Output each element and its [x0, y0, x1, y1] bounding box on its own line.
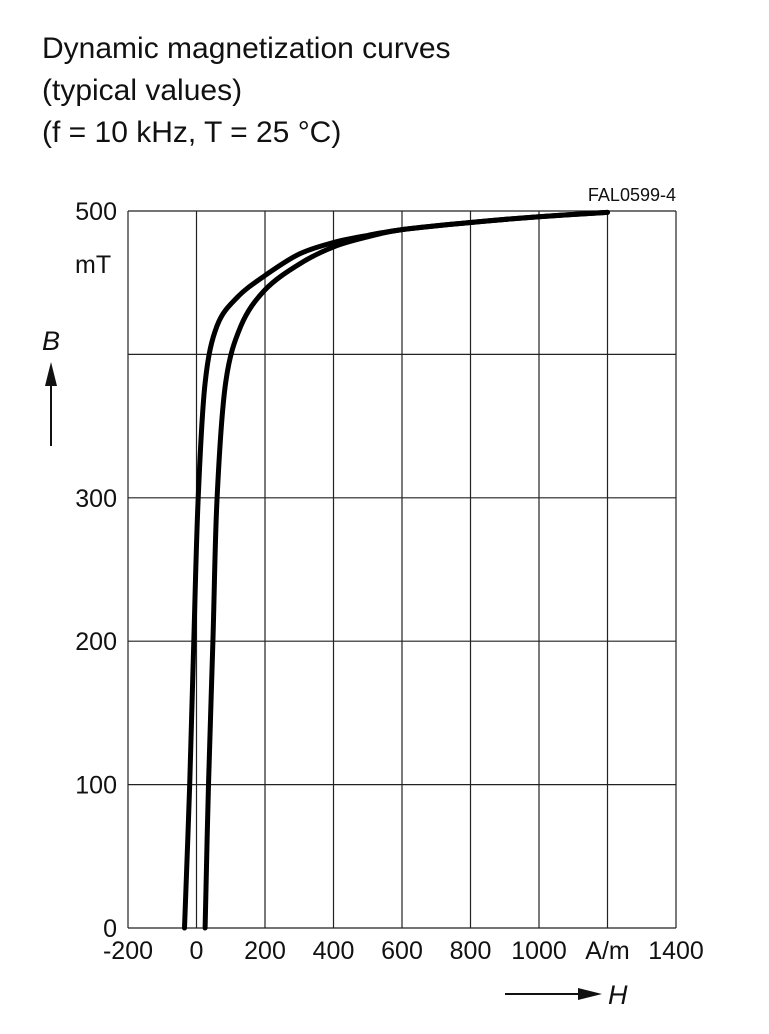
figure-code: FAL0599-4: [588, 185, 676, 205]
title-line-2: (typical values): [42, 74, 243, 107]
title-line-1: Dynamic magnetization curves: [42, 32, 451, 65]
x-tick-label-6: 1000: [511, 937, 567, 965]
x-tick-label-8: 1400: [648, 937, 704, 965]
x-tick-label-5: 800: [450, 937, 492, 965]
y-tick-label-4: 500: [75, 198, 117, 226]
title-line-3: (f = 10 kHz, T = 25 °C): [42, 116, 342, 149]
chart-title: Dynamic magnetization curves (typical va…: [42, 28, 451, 154]
x-axis-arrow-head: [578, 988, 602, 1000]
x-tick-label-3: 400: [313, 937, 355, 965]
y-unit-label: mT: [75, 251, 111, 279]
y-tick-label-2: 200: [75, 628, 117, 656]
x-tick-labels: -200 0 200 400 600 800 1000 A/m 1400: [103, 937, 704, 965]
grid: [127, 210, 677, 929]
curves: [182, 209, 610, 931]
y-tick-label-3: 300: [75, 485, 117, 513]
x-tick-label-1: 0: [190, 937, 204, 965]
magnetization-curve-1: [182, 209, 610, 931]
x-tick-label-4: 600: [381, 937, 423, 965]
x-tick-label-0: -200: [103, 937, 153, 965]
y-tick-labels: 0 100 200 300 500: [75, 198, 117, 943]
y-axis-label: B: [42, 326, 60, 356]
x-tick-label-2: 200: [244, 937, 286, 965]
y-tick-label-0: 0: [103, 915, 117, 943]
x-axis-label: H: [608, 980, 628, 1010]
magnetization-curve-2: [202, 209, 610, 931]
x-tick-label-7: A/m: [585, 937, 629, 965]
y-tick-label-1: 100: [75, 772, 117, 800]
y-axis-arrow-head: [45, 362, 57, 386]
